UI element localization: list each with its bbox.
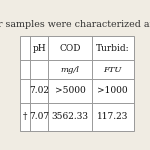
Text: r samples were characterized an: r samples were characterized an	[0, 20, 150, 29]
Text: FTU: FTU	[103, 66, 122, 74]
Text: pH: pH	[32, 44, 46, 53]
Text: >5000: >5000	[55, 86, 85, 95]
Text: †: †	[23, 112, 27, 122]
Text: 3562.33: 3562.33	[52, 112, 88, 122]
Bar	[20, 36, 134, 131]
Text: mg/l: mg/l	[61, 66, 80, 74]
Text: >1000: >1000	[98, 86, 128, 95]
Bar	[20, 36, 134, 131]
Text: Turbid:: Turbid:	[96, 44, 130, 53]
Text: 7.02: 7.02	[29, 86, 49, 95]
Text: 117.23: 117.23	[97, 112, 128, 122]
Text: COD: COD	[59, 44, 81, 53]
Text: 7.07: 7.07	[29, 112, 49, 122]
